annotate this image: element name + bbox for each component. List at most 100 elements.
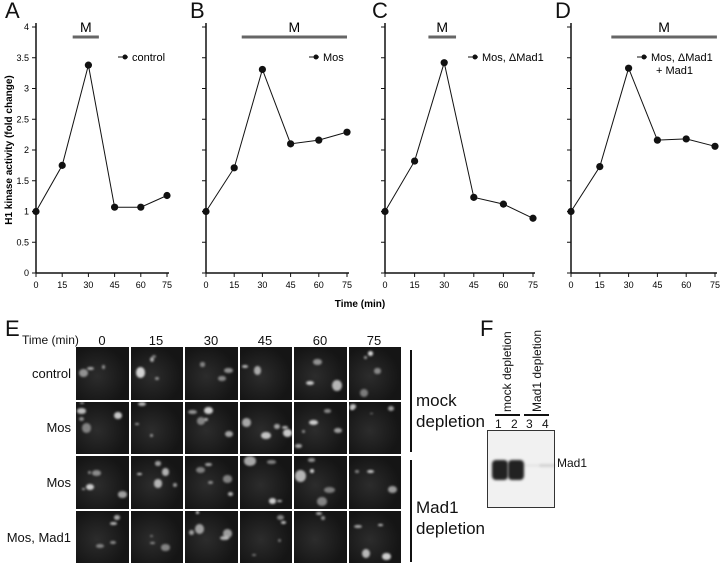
chromatin-spot	[274, 424, 280, 430]
x-tick-label: 30	[83, 280, 93, 290]
data-point	[470, 194, 477, 201]
chromatin-spot	[269, 498, 276, 503]
data-point	[683, 135, 690, 142]
m-phase-label: M	[436, 19, 448, 35]
kinase-activity-charts: H1 kinase activity (fold change) Time (m…	[0, 0, 720, 315]
chromatin-spot	[362, 549, 370, 558]
micrograph	[131, 347, 184, 400]
chromatin-spot	[228, 492, 233, 496]
chromatin-spot	[220, 536, 229, 541]
y-tick-label: 3.5	[16, 53, 29, 63]
x-tick-label: 0	[568, 280, 573, 290]
x-tick-label: 0	[382, 280, 387, 290]
x-tick-label: 45	[110, 280, 120, 290]
data-point	[287, 140, 294, 147]
chromatin-spot	[364, 356, 367, 358]
legend-marker	[642, 55, 647, 60]
chromatin-spot	[218, 376, 225, 381]
chromatin-spot	[244, 456, 256, 466]
chromatin-spot	[135, 423, 139, 426]
chromatin-spot	[161, 544, 170, 550]
x-tick-label: 0	[33, 280, 38, 290]
chromatin-spot	[295, 444, 302, 448]
x-tick-label: 15	[57, 280, 67, 290]
panel-label-f: F	[480, 318, 493, 340]
chromatin-spot	[354, 525, 362, 528]
x-tick-label: 45	[652, 280, 662, 290]
chromatin-spot	[92, 470, 102, 476]
chromatin-spot	[370, 413, 374, 415]
protein-band	[492, 460, 508, 480]
data-point	[59, 162, 66, 169]
chromatin-spot	[310, 469, 314, 473]
chromatin-spot	[162, 468, 169, 476]
chromatin-spot	[82, 488, 86, 490]
chromatin-spot	[195, 524, 204, 534]
micrograph	[76, 456, 129, 509]
chromatin-spot	[137, 473, 143, 476]
data-point	[259, 66, 266, 73]
chromatin-spot	[277, 500, 282, 502]
protein-band	[539, 464, 555, 467]
data-point	[163, 192, 170, 199]
micrograph	[185, 402, 238, 455]
data-point	[202, 208, 209, 215]
chromatin-spot	[282, 426, 288, 429]
data-point	[343, 129, 350, 136]
micrograph	[185, 456, 238, 509]
y-tick-label: 2	[24, 145, 29, 155]
x-tick-label: 30	[439, 280, 449, 290]
chromatin-spot	[317, 497, 327, 505]
m-phase-label: M	[80, 19, 92, 35]
data-point	[654, 137, 661, 144]
chromatin-spot	[118, 491, 128, 498]
chromatin-spot	[173, 483, 177, 487]
chromatin-spot	[77, 408, 86, 414]
x-tick-label: 30	[624, 280, 634, 290]
micrograph	[240, 511, 293, 563]
panel-label-e: E	[5, 318, 20, 340]
y-tick-label: 0.5	[16, 237, 29, 247]
x-tick-label: 30	[257, 280, 267, 290]
chromatin-spot	[374, 368, 380, 375]
chromatin-spot	[110, 541, 116, 544]
chromatin-spot	[278, 539, 281, 542]
time-column-header: 30	[185, 333, 237, 348]
chromatin-spot	[150, 357, 154, 362]
y-axis-label: H1 kinase activity (fold change)	[4, 75, 15, 225]
micrograph	[76, 347, 129, 400]
chromatin-spot	[154, 479, 163, 488]
chromatin-spot	[283, 429, 292, 437]
data-point	[625, 65, 632, 72]
micrograph	[349, 511, 402, 563]
time-column-header: 0	[76, 333, 128, 348]
micrograph	[131, 511, 184, 563]
chromatin-spot	[189, 530, 194, 535]
chromatin-spot	[277, 515, 284, 520]
x-tick-label: 60	[681, 280, 691, 290]
micrograph	[294, 402, 347, 455]
chromatin-spot	[204, 407, 213, 415]
micrograph-grid	[76, 347, 401, 563]
chromatin-spot	[155, 461, 160, 466]
y-tick-label: 1.5	[16, 176, 29, 186]
mad1-depletion-bracket	[410, 460, 412, 562]
group-line	[524, 414, 549, 416]
western-blot	[487, 430, 555, 508]
x-tick-label: 60	[314, 280, 324, 290]
series-line	[36, 65, 167, 211]
chromatin-spot	[188, 410, 197, 414]
chromatin-spot	[150, 542, 155, 544]
chromatin-spot	[114, 412, 122, 419]
data-point	[231, 164, 238, 171]
protein-band	[508, 460, 524, 480]
group-label-line: depletion	[416, 411, 485, 432]
chromatin-spot	[382, 553, 390, 560]
condition-row-label: Mos, Mad1	[0, 530, 71, 545]
m-phase-label: M	[289, 19, 301, 35]
chromatin-spot	[86, 484, 94, 490]
micrograph	[76, 402, 129, 455]
x-tick-label: 75	[710, 280, 720, 290]
chromatin-spot	[252, 554, 255, 556]
